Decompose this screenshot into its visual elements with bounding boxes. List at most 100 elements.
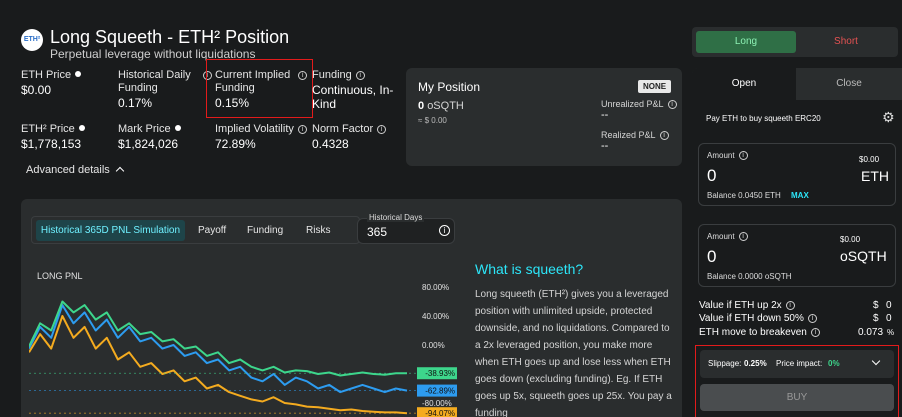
tab-close[interactable]: Close — [836, 78, 862, 89]
price-impact-value: 0% — [828, 359, 840, 368]
page-title: Long Squeeth - ETH² Position — [50, 27, 290, 47]
unrealized-pnl: Unrealized P&L i -- — [601, 99, 677, 121]
position-status-badge: NONE — [638, 80, 672, 93]
historical-days-label: Historical Days — [367, 213, 425, 222]
metric-prefix: $ — [873, 300, 879, 311]
unrealized-pnl-value: -- — [601, 109, 609, 121]
y-tick-label: 40.00% — [422, 312, 449, 321]
position-amount-unit: oSQTH — [427, 100, 464, 112]
chart-panel: Historical 365D PNL Simulation Payoff Fu… — [21, 199, 682, 417]
amount-unit: oSQTH — [840, 248, 887, 264]
historical-days-input[interactable]: Historical Days 365 i — [357, 213, 455, 244]
advanced-details-toggle[interactable]: Advanced details — [26, 164, 125, 176]
metric-prefix: $ — [873, 313, 879, 324]
metric-label: Value if ETH down 50% — [699, 313, 804, 324]
eth-amount-input[interactable]: Amount i 0 $0.00 ETH Balance 0.0450 ETH M… — [698, 143, 896, 206]
buy-button[interactable]: BUY — [700, 384, 894, 411]
info-icon[interactable]: i — [807, 314, 817, 323]
info-heading: What is squeeth? — [475, 261, 584, 277]
stat-value: 0.4328 — [312, 137, 349, 151]
metric-label: ETH move to breakeven — [699, 327, 807, 338]
amount-unit: ETH — [861, 168, 889, 184]
info-body: Long squeeth (ETH²) gives you a leverage… — [475, 289, 672, 417]
amount-label-text: Amount — [707, 151, 735, 160]
tab-open[interactable]: Open — [692, 68, 796, 100]
slippage-label: Slippage: — [708, 359, 742, 368]
my-position-card: My Position NONE 0 oSQTH ≈ $ 0.00 Unreal… — [406, 68, 682, 166]
position-usd: ≈ $ 0.00 — [418, 116, 447, 125]
info-icon[interactable]: i — [667, 100, 677, 109]
tab-historical-pnl[interactable]: Historical 365D PNL Simulation — [36, 220, 185, 241]
metric-row: ETH move to breakeven i 0.073 % — [699, 327, 899, 338]
metric-value: 0.073 — [858, 327, 884, 338]
stat-implied-volatility: Implied Volatility i 72.89% — [215, 123, 307, 151]
live-dot-icon — [174, 125, 181, 131]
unrealized-pnl-label: Unrealized P&L — [601, 99, 664, 109]
short-button[interactable]: Short — [834, 36, 858, 47]
realized-pnl: Realized P&L i -- — [601, 130, 669, 152]
balance-text: Balance 0.0000 oSQTH — [707, 272, 792, 281]
slippage-row[interactable]: Slippage: 0.25% Price impact: 0% — [700, 350, 894, 378]
long-button[interactable]: Long — [696, 31, 796, 53]
tab-payoff[interactable]: Payoff — [198, 225, 227, 236]
stat-label: Norm Factor — [312, 123, 374, 135]
metric-suffix: % — [887, 328, 895, 337]
stat-value: Continuous, In- — [312, 83, 394, 97]
price-impact-label: Price impact: — [776, 359, 823, 368]
info-icon[interactable]: i — [810, 328, 820, 337]
series-line — [29, 300, 408, 377]
realized-pnl-label: Realized P&L — [601, 130, 656, 140]
info-icon[interactable]: i — [439, 225, 450, 236]
stat-value: 72.89% — [215, 137, 256, 151]
metric-label: Value if ETH up 2x — [699, 300, 782, 311]
info-icon[interactable]: i — [377, 125, 387, 134]
stat-value: 0.17% — [118, 96, 153, 110]
info-icon[interactable]: i — [785, 301, 795, 310]
slippage-value: 0.25% — [744, 359, 767, 368]
metric-row: Value if ETH down 50% i $ 0 — [699, 313, 892, 324]
live-dot-icon — [75, 71, 82, 77]
stat-funding: Funding i Continuous, In- Kind — [312, 69, 393, 111]
svg-text:-38.93%: -38.93% — [425, 369, 455, 378]
info-icon[interactable]: i — [659, 131, 669, 140]
stat-value: $0.00 — [21, 83, 52, 97]
stat-label: Funding — [118, 82, 158, 94]
amount-value: 0 — [707, 247, 717, 266]
info-icon[interactable]: i — [298, 71, 308, 80]
max-button[interactable]: MAX — [791, 191, 809, 200]
page-subtitle: Perpetual leverage without liquidations — [50, 47, 256, 61]
y-tick-label: 80.00% — [422, 283, 449, 292]
tab-funding[interactable]: Funding — [247, 225, 284, 236]
svg-text:-62.89%: -62.89% — [425, 387, 455, 396]
stat-label: Current Implied — [215, 69, 291, 81]
info-icon[interactable]: i — [355, 71, 365, 80]
stat-norm-factor: Norm Factor i 0.4328 — [312, 123, 387, 151]
info-icon[interactable]: i — [202, 71, 212, 80]
highlight-box — [206, 59, 313, 118]
chevron-up-icon — [115, 166, 125, 176]
series-line — [29, 304, 408, 394]
gear-icon[interactable]: ⚙ — [882, 110, 895, 126]
stat-value: $1,824,026 — [118, 137, 179, 151]
tab-risks[interactable]: Risks — [306, 225, 331, 236]
y-tick-label: -80.00% — [422, 399, 452, 408]
stat-label: ETH Price — [21, 69, 72, 81]
live-dot-icon — [78, 125, 85, 131]
amount-usd: $0.00 — [840, 235, 861, 244]
stat-eth-price: ETH Price $0.00 — [21, 69, 82, 97]
osqth-amount-input[interactable]: Amount i 0 $0.00 oSQTH Balance 0.0000 oSQ… — [698, 224, 896, 287]
amount-value: 0 — [707, 166, 717, 185]
info-icon[interactable]: i — [738, 151, 748, 160]
info-icon[interactable]: i — [738, 232, 748, 241]
series-end-label: -62.89% — [417, 384, 457, 397]
stat-value: 0.15% — [215, 96, 250, 110]
metric-value: 0 — [886, 300, 892, 311]
chart-label: LONG PNL — [37, 271, 83, 281]
position-amount-value: 0 — [418, 100, 425, 112]
info-icon[interactable]: i — [297, 125, 307, 134]
svg-text:-94.07%: -94.07% — [425, 409, 455, 417]
stat-mark-price: Mark Price $1,824,026 — [118, 123, 181, 151]
amount-label: Amount i — [707, 232, 748, 241]
stat-label: Mark Price — [118, 123, 171, 135]
amount-label: Amount i — [707, 151, 748, 160]
